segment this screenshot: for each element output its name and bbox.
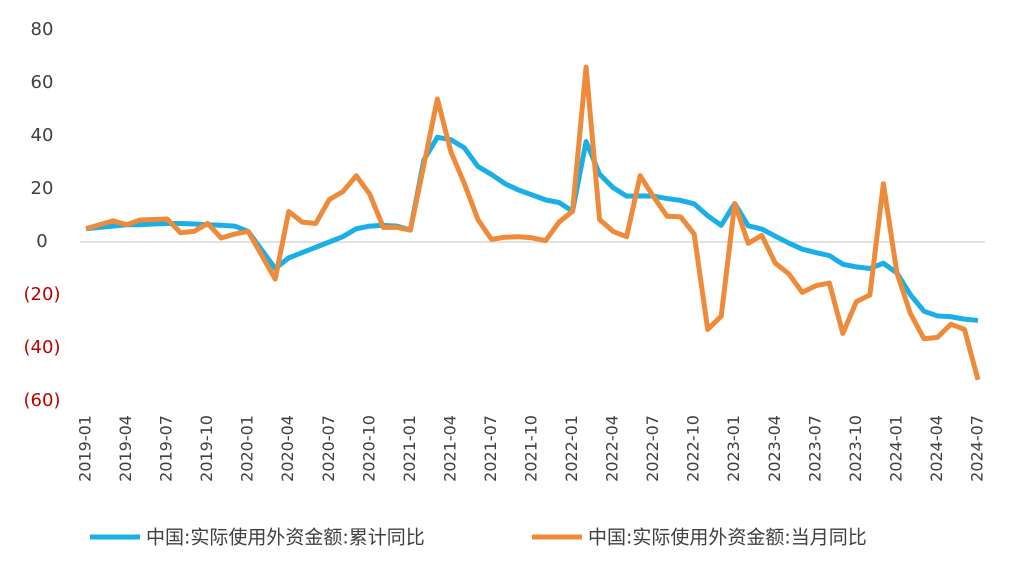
series-line [85,64,981,381]
x-tick-label: 2021-01 [400,415,419,482]
x-tick-label: 2024-04 [927,415,946,482]
x-tick-label: 2019-01 [76,415,95,482]
x-tick-label: 2023-10 [846,415,865,482]
y-tick-label: (40) [24,337,61,358]
x-tick-label: 2020-07 [319,415,338,482]
x-tick-label: 2024-01 [886,415,905,482]
x-tick-label: 2022-10 [684,415,703,482]
x-tick-label: 2020-01 [238,415,257,482]
x-tick-label: 2021-10 [522,415,541,482]
y-tick-label: 0 [36,231,47,252]
x-tick-label: 2020-10 [359,415,378,482]
x-tick-label: 2023-04 [765,415,784,482]
x-tick-label: 2019-07 [157,415,176,482]
x-tick-label: 2023-01 [724,415,743,482]
legend-label: 中国:实际使用外资金额:当月同比 [588,527,867,549]
y-tick-label: 40 [31,125,54,146]
x-tick-label: 2023-07 [805,415,824,482]
x-tick-label: 2022-01 [562,415,581,482]
y-tick-label: (20) [24,284,61,305]
y-tick-label: 20 [31,178,54,199]
y-tick-label: 60 [31,72,54,93]
x-tick-label: 2019-04 [116,415,135,482]
x-tick-label: 2019-10 [197,415,216,482]
x-tick-label: 2022-07 [643,415,662,482]
x-tick-label: 2020-04 [278,415,297,482]
x-tick-label: 2022-04 [603,415,622,482]
y-tick-label: 80 [31,19,54,40]
x-tick-label: 2021-04 [440,415,459,482]
x-tick-label: 2024-07 [968,415,987,482]
series-line [85,134,979,323]
y-tick-label: (60) [24,390,61,411]
x-tick-label: 2021-07 [481,415,500,482]
legend-label: 中国:实际使用外资金额:累计同比 [146,527,425,549]
